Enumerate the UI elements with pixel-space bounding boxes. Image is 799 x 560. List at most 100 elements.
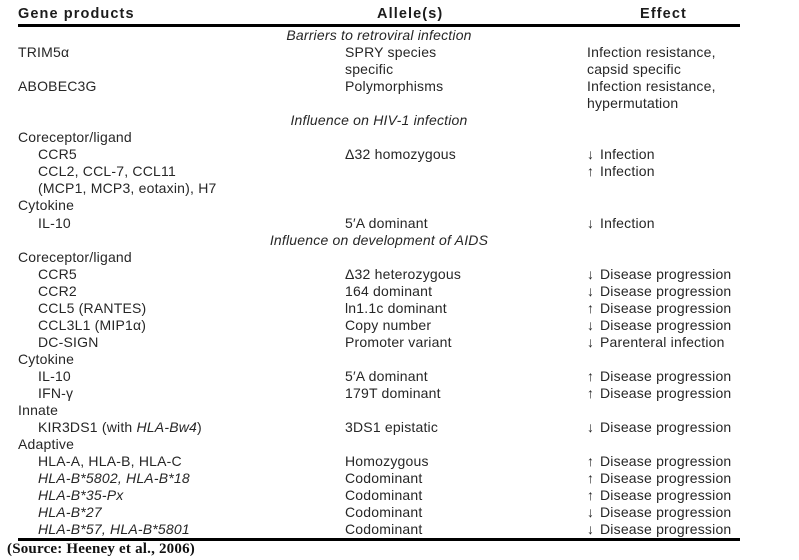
gene-cell: HLA-A, HLA-B, HLA-C xyxy=(38,453,182,470)
group-label: Cytokine xyxy=(18,197,75,214)
arrow-up-icon: ↑ xyxy=(587,384,595,401)
group-label: Innate xyxy=(18,402,59,419)
gene-effects-table: Gene products Allele(s) Effect Barriers … xyxy=(18,3,740,542)
gene-cell: CCL3L1 (MIP1α) xyxy=(38,316,147,333)
effect-text: Disease progression xyxy=(600,521,732,538)
group-label: Coreceptor/ligand xyxy=(18,248,132,265)
allele-cell: Homozygous xyxy=(345,453,429,470)
effect-cell: ↓ Infection xyxy=(587,215,740,232)
group-label: Coreceptor/ligand xyxy=(18,129,132,146)
effect-text: Infection resistance, xyxy=(587,78,716,95)
gene-cell: KIR3DS1 (with HLA-Bw4) xyxy=(18,419,345,436)
allele-cell: 5′A dominant xyxy=(345,367,428,384)
table-row: IFN-γ 179T dominant ↑ Disease progression xyxy=(18,385,740,402)
gene-cell: IL-10 xyxy=(38,214,71,231)
effect-text: Disease progression xyxy=(600,316,732,333)
arrow-up-icon: ↑ xyxy=(587,453,595,470)
effect-text: capsid specific xyxy=(587,61,682,78)
effect-cell: ↓ Disease progression xyxy=(587,317,740,334)
gene-cell: IFN-γ xyxy=(38,384,74,401)
allele-cell: 179T dominant xyxy=(345,384,441,401)
table-row: HLA-B*57, HLA-B*5801 Codominant ↓ Disease p… xyxy=(18,521,740,538)
allele-cell: Δ32 homozygous xyxy=(345,146,456,163)
group-label: Adaptive xyxy=(18,436,75,453)
table-row: TRIM5α SPRY species Infection resistance, xyxy=(18,44,740,61)
table-row: ABOBEC3G Polymorphisms Infection resistanc… xyxy=(18,78,740,95)
gene-name: KIR3DS1 (with xyxy=(38,419,137,436)
effect-cell: ↓ Disease progression xyxy=(587,283,740,300)
table-row: CCR2 164 dominant ↓ Disease progression xyxy=(18,283,740,300)
effect-cell: Infection resistance, xyxy=(587,78,740,95)
source-citation: (Source: Heeney et al., 2006) xyxy=(7,541,195,557)
arrow-up-icon: ↑ xyxy=(587,487,595,504)
table-row: CCL3L1 (MIP1α) Copy number ↓ Disease progre… xyxy=(18,317,740,334)
allele-cell: Codominant xyxy=(345,487,423,504)
table-row: Innate xyxy=(18,402,740,419)
table-row: HLA-B*27 Codominant ↓ Disease progression xyxy=(18,504,740,521)
column-header-gene-products: Gene products xyxy=(18,6,135,22)
effect-text: Disease progression xyxy=(600,453,732,470)
arrow-down-icon: ↓ xyxy=(587,282,595,299)
arrow-up-icon: ↑ xyxy=(587,163,595,180)
effect-text: Disease progression xyxy=(600,504,732,521)
effect-cell: ↓ Infection xyxy=(587,146,740,163)
gene-cell: CCL5 (RANTES) xyxy=(38,299,147,316)
effect-cell: ↓ Disease progression xyxy=(587,266,740,283)
table-row: HLA-A, HLA-B, HLA-C Homozygous ↑ Disease pr… xyxy=(18,453,740,470)
effect-cell: hypermutation xyxy=(587,95,740,112)
gene-cell: (MCP1, MCP3, eotaxin), H7 xyxy=(38,180,217,197)
gene-cell: CCL2, CCL-7, CCL11 xyxy=(38,163,176,180)
arrow-down-icon: ↓ xyxy=(587,146,595,163)
gene-cell: CCR5 xyxy=(38,265,77,282)
effect-cell: ↓ Disease progression xyxy=(587,419,740,436)
gene-cell: IL-10 xyxy=(38,367,71,384)
table-body: Barriers to retroviral infection TRIM5α SP… xyxy=(18,27,740,538)
effect-cell: ↑ Disease progression xyxy=(587,300,740,317)
table-row: DC-SIGN Promoter variant ↓ Parenteral infec… xyxy=(18,334,740,351)
table-row: CCR5 Δ32 heterozygous ↓ Disease progression xyxy=(18,266,740,283)
effect-cell: capsid specific xyxy=(587,61,740,78)
arrow-up-icon: ↑ xyxy=(587,470,595,487)
gene-cell: HLA-B*57, HLA-B*5801 xyxy=(38,521,190,538)
effect-cell: ↑ Disease progression xyxy=(587,470,740,487)
arrow-up-icon: ↑ xyxy=(587,299,595,316)
allele-cell: ln1.1c dominant xyxy=(345,299,447,316)
effect-text: Disease progression xyxy=(600,282,732,299)
table-row: HLA-B*35-Px Codominant ↑ Disease progressio… xyxy=(18,487,740,504)
table-header-row: Gene products Allele(s) Effect xyxy=(18,3,740,24)
allele-cell: 5′A dominant xyxy=(345,214,428,231)
gene-cell: HLA-B*35-Px xyxy=(38,487,124,504)
arrow-down-icon: ↓ xyxy=(587,265,595,282)
gene-name-italic: HLA-Bw4 xyxy=(136,419,198,436)
arrow-down-icon: ↓ xyxy=(587,214,595,231)
effect-cell: ↑ Disease progression xyxy=(587,487,740,504)
table-row: CCR5 Δ32 homozygous ↓ Infection xyxy=(18,146,740,163)
table-row: (MCP1, MCP3, eotaxin), H7 xyxy=(18,180,740,197)
allele-cell xyxy=(345,95,587,112)
effect-text: Disease progression xyxy=(600,299,732,316)
gene-cell: DC-SIGN xyxy=(38,333,99,350)
arrow-down-icon: ↓ xyxy=(587,316,595,333)
gene-cell xyxy=(18,61,345,78)
table-row: hypermutation xyxy=(18,95,740,112)
effect-cell: ↑ Infection xyxy=(587,163,740,180)
effect-cell: ↓ Disease progression xyxy=(587,521,740,538)
allele-cell: specific xyxy=(345,61,394,78)
allele-cell: Codominant xyxy=(345,521,423,538)
effect-text: Disease progression xyxy=(600,487,732,504)
gene-cell xyxy=(18,95,345,112)
section-header: Influence on HIV-1 infection xyxy=(290,112,468,129)
table-row: KIR3DS1 (with HLA-Bw4) 3DS1 epistatic ↓ Dis… xyxy=(18,419,740,436)
effect-cell: ↑ Disease progression xyxy=(587,385,740,402)
gene-cell: HLA-B*5802, HLA-B*18 xyxy=(38,470,190,487)
column-header-alleles: Allele(s) xyxy=(377,6,444,22)
table-row: specific capsid specific xyxy=(18,61,740,78)
effect-cell: ↑ Disease progression xyxy=(587,368,740,385)
allele-cell: SPRY species xyxy=(345,44,437,61)
effect-cell: ↑ Disease progression xyxy=(587,453,740,470)
table-row: IL-10 5′A dominant ↑ Disease progression xyxy=(18,368,740,385)
effect-text: hypermutation xyxy=(587,95,679,112)
effect-text: Disease progression xyxy=(600,470,732,487)
arrow-down-icon: ↓ xyxy=(587,504,595,521)
